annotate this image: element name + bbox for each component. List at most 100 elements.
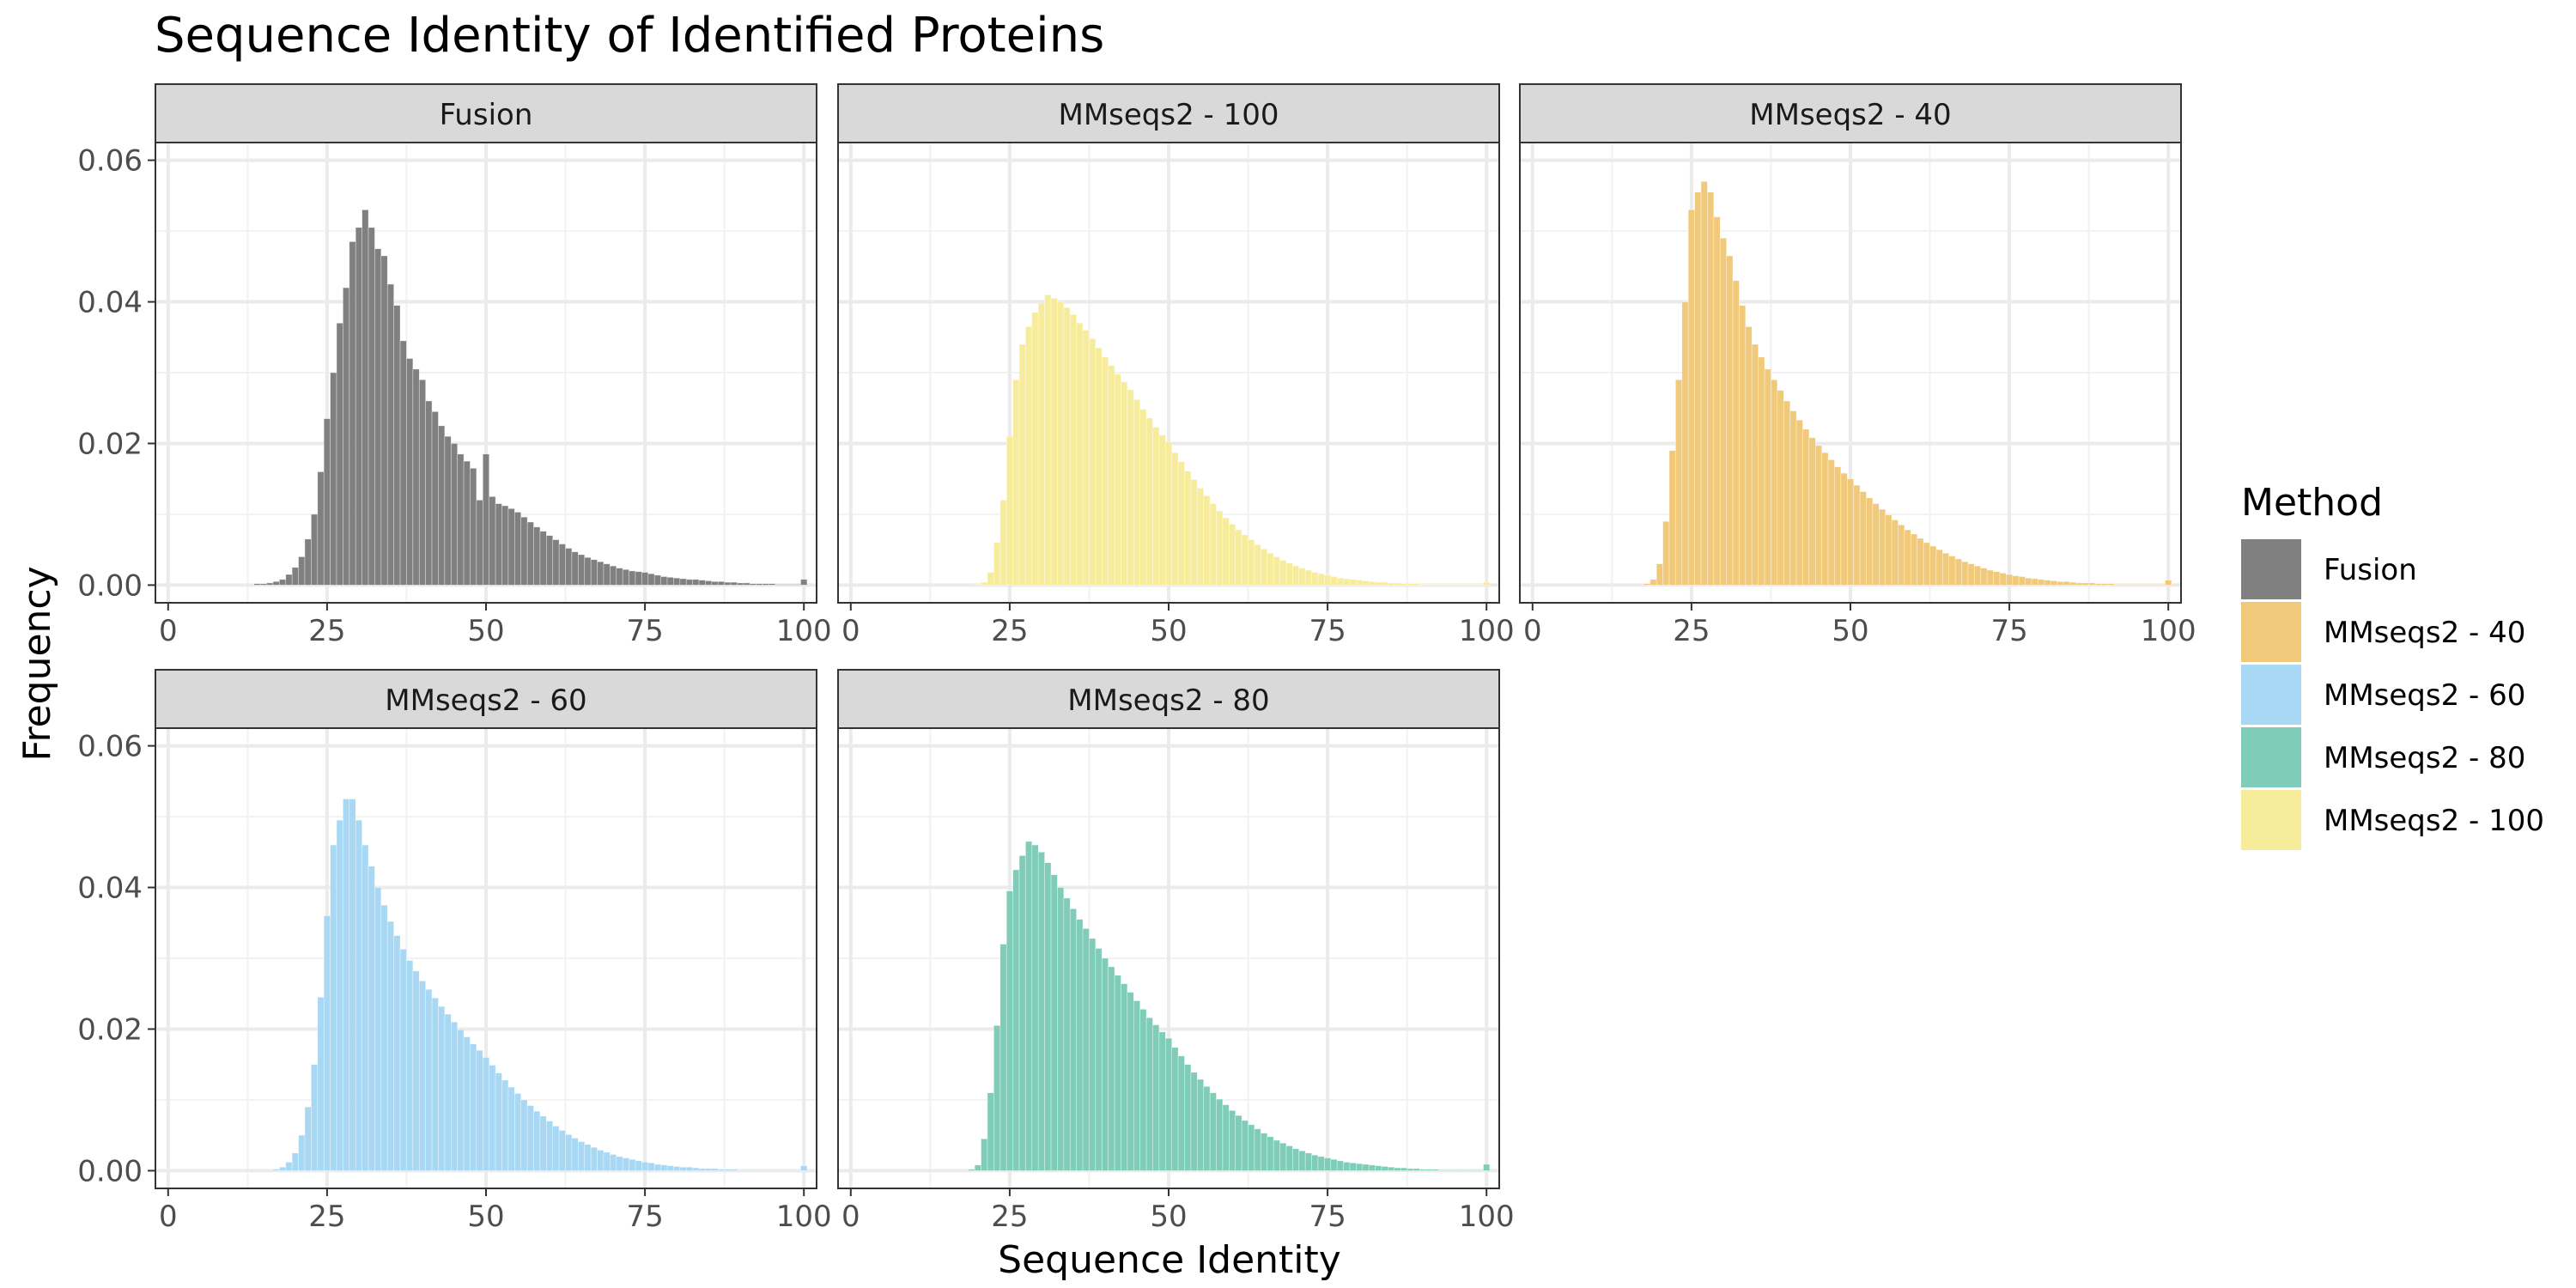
histogram-bar: [450, 443, 458, 586]
histogram-bar: [1898, 524, 1905, 586]
histogram-bar: [999, 944, 1007, 1171]
histogram-bar: [1681, 301, 1689, 586]
histogram-bar: [622, 1157, 629, 1171]
histogram-bar: [317, 471, 325, 586]
legend-label: MMseqs2 - 60: [2324, 678, 2525, 713]
histogram-bar: [558, 544, 566, 586]
histogram-bar: [974, 584, 981, 586]
x-tick-label: 0: [159, 614, 178, 648]
legend-title: Method: [2241, 481, 2383, 525]
histogram-bar: [1285, 1145, 1293, 1171]
histogram-bar: [1694, 191, 1702, 586]
histogram-bar: [1375, 581, 1382, 586]
histogram-bar: [987, 1092, 994, 1171]
histogram-bar: [1476, 1170, 1484, 1171]
histogram-bar: [2038, 579, 2045, 586]
y-axis-title: Frequency: [15, 566, 59, 761]
y-tick-label: 0.02: [77, 1012, 143, 1047]
histogram-bar: [1235, 1115, 1242, 1171]
histogram-bar: [2158, 584, 2166, 586]
histogram-bar: [418, 379, 426, 586]
histogram-bar: [1152, 1024, 1160, 1171]
histogram-bar: [1923, 542, 1930, 586]
histogram-bar: [431, 411, 439, 586]
histogram-bar: [1438, 584, 1446, 586]
histogram-bar: [444, 435, 452, 586]
histogram-bar: [743, 582, 750, 586]
histogram-bar: [724, 1169, 732, 1171]
histogram-bar: [1254, 544, 1261, 586]
histogram-bar: [514, 1093, 522, 1171]
histogram-bar: [1406, 583, 1414, 586]
histogram-bar: [349, 241, 356, 586]
legend-label: Fusion: [2324, 553, 2417, 587]
y-tick-label: 0.04: [77, 872, 143, 906]
histogram-bar: [2107, 583, 2115, 586]
histogram-bar: [444, 1013, 452, 1171]
histogram-bar: [1431, 1169, 1439, 1171]
histogram-bar: [1095, 948, 1103, 1171]
histogram-bar: [482, 453, 490, 586]
histogram-bar: [1222, 517, 1230, 586]
histogram-bar: [1834, 466, 1842, 586]
histogram-bar: [1388, 582, 1395, 586]
histogram-bar: [1961, 561, 1969, 586]
histogram-bar: [1273, 1139, 1280, 1171]
histogram-bar: [1254, 1128, 1261, 1171]
histogram-bar: [431, 997, 439, 1171]
histogram-bar: [610, 1154, 617, 1171]
histogram-bar: [1229, 1109, 1236, 1171]
histogram-bar: [1413, 583, 1420, 586]
y-tick-label: 0.00: [77, 568, 143, 603]
histogram-bar: [673, 577, 681, 586]
histogram-bar: [1388, 1166, 1395, 1171]
histogram-bar: [1457, 584, 1465, 586]
histogram-bar: [2094, 583, 2102, 586]
histogram-bar: [1203, 1085, 1211, 1171]
histogram-bar: [1261, 1133, 1268, 1171]
histogram-bar: [1101, 957, 1109, 1171]
histogram-bar: [1668, 450, 1676, 586]
y-tick-label: 0.00: [77, 1154, 143, 1188]
x-tick-label: 0: [841, 1200, 860, 1234]
histogram-bar: [1643, 583, 1651, 586]
histogram-bar: [1063, 307, 1071, 586]
histogram-bar: [1190, 1072, 1198, 1171]
histogram-bar: [1853, 484, 1861, 586]
histogram-bar: [501, 505, 509, 586]
legend-key: [2241, 665, 2301, 725]
x-tick-label: 100: [1459, 614, 1515, 648]
histogram-bar: [756, 583, 763, 586]
histogram-bar: [1687, 210, 1695, 586]
x-tick-label: 0: [159, 1200, 178, 1234]
x-tick-label: 75: [626, 1200, 663, 1234]
histogram-bar: [1726, 255, 1734, 586]
histogram-bar: [679, 578, 687, 586]
histogram-bar: [1292, 565, 1300, 586]
histogram-bar: [476, 500, 483, 586]
histogram-bar: [2057, 580, 2064, 586]
histogram-bar: [635, 571, 642, 586]
histogram-bar: [1139, 1009, 1147, 1171]
histogram-bar: [1330, 1158, 1338, 1171]
histogram-bar: [1872, 503, 1880, 586]
histogram-bar: [666, 577, 674, 586]
histogram-bar: [304, 538, 312, 586]
histogram-bar: [590, 559, 598, 586]
histogram-bar: [1451, 584, 1459, 586]
y-tick-label: 0.04: [77, 286, 143, 320]
histogram-bar: [698, 580, 706, 586]
histogram-bar: [279, 1166, 287, 1171]
histogram-bar: [323, 418, 331, 586]
histogram-bar: [558, 1130, 566, 1171]
histogram-bar: [737, 1170, 744, 1171]
histogram-bar: [1470, 1170, 1478, 1171]
legend-key: [2241, 727, 2301, 787]
histogram-bar: [1273, 556, 1280, 586]
histogram-bar: [1057, 301, 1065, 586]
x-tick-label: 100: [776, 1200, 832, 1234]
histogram-bar: [1018, 343, 1026, 586]
histogram-bar: [1999, 573, 2007, 586]
histogram-bar: [425, 400, 433, 586]
